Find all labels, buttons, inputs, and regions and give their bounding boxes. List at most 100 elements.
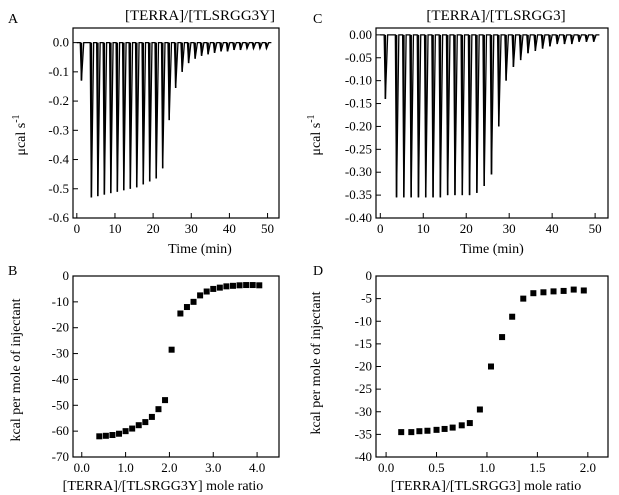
panel-A-ytick-label: -0.4 <box>48 152 69 167</box>
panel-B-ytick-label: -50 <box>52 397 69 412</box>
panel-D-data-point <box>458 422 465 429</box>
panel-B-data-point <box>190 298 197 305</box>
panel-B-ytick-label: -20 <box>52 320 69 335</box>
panel-B-data-point <box>155 406 162 413</box>
panel-B-data-point <box>135 422 142 429</box>
panel-B-data-point <box>243 282 250 289</box>
panel-D-xtick-label: 0.0 <box>378 460 394 475</box>
panel-B-ytick-label: -40 <box>52 371 69 386</box>
panel-C-ytick-label: -0.10 <box>345 73 372 88</box>
panel-C-ytick-label: -0.25 <box>345 141 372 156</box>
panel-d-xlabel: [TERRA]/[TLSRGG3] mole ratio <box>391 479 582 494</box>
panel-B-ytick-label: 0 <box>63 268 70 283</box>
panel-B-data-point <box>109 432 116 439</box>
panel-D-ytick-label: -25 <box>355 381 372 396</box>
panel-D-data-point <box>560 287 567 294</box>
panel-letter-d: D <box>313 264 323 279</box>
panel-D-data-point <box>433 426 440 433</box>
panel-C-ytick-label: -0.40 <box>345 210 372 225</box>
panel-D-data-point <box>570 286 577 293</box>
panel-B-data-point <box>183 304 190 311</box>
panel-D-data-point <box>408 429 415 436</box>
panel-A-ytick-label: -0.3 <box>48 122 69 137</box>
panel-B-xtick-label: 2.0 <box>161 460 177 475</box>
panel-letter-b: B <box>8 264 17 279</box>
panel-D-data-point <box>424 427 431 434</box>
panel-D-xtick-label: 1.0 <box>479 460 495 475</box>
panel-D-ytick-label: -15 <box>355 336 372 351</box>
panel-B-data-point <box>116 430 123 437</box>
panel-B-data-point <box>168 346 175 353</box>
panel-C-ytick-label: -0.05 <box>345 50 372 65</box>
panel-D-data-point <box>441 425 448 432</box>
panel-B-data-point <box>162 397 169 404</box>
panel-D-data-point <box>466 420 473 427</box>
panel-b: B kcal per mole of injectant [TERRA]/[TL… <box>8 264 280 494</box>
panel-B-data-point <box>256 282 263 289</box>
panel-letter-c: C <box>313 12 322 27</box>
panel-A-ytick-label: -0.6 <box>48 210 69 225</box>
panel-A-ytick-label: 0.0 <box>53 35 69 50</box>
panel-A-trace <box>76 41 272 198</box>
panel-A-ytick-label: -0.1 <box>48 64 69 79</box>
panel-B-ytick-label: -10 <box>52 294 69 309</box>
panel-A-xtick-label: 0 <box>74 221 81 236</box>
panel-B-data-point <box>177 310 184 317</box>
panel-D-ytick-label: 0 <box>366 268 373 283</box>
panel-B-xtick-label: 4.0 <box>249 460 265 475</box>
panel-d: D kcal per mole of injectant [TERRA]/[TL… <box>309 264 609 494</box>
panel-A-ytick-label: -0.5 <box>48 181 69 196</box>
panel-C-xtick-label: 20 <box>460 221 473 236</box>
panel-B-data-point <box>96 433 103 440</box>
panel-B-data-point <box>229 282 236 289</box>
panel-B-xtick-label: 3.0 <box>205 460 221 475</box>
panel-D-ytick-label: -30 <box>355 404 372 419</box>
panel-D-ytick-label: -5 <box>361 291 372 306</box>
panel-D-xtick-label: 2.0 <box>580 460 596 475</box>
panel-letter-a: A <box>8 12 19 27</box>
panel-C-xtick-label: 30 <box>503 221 516 236</box>
panel-D-ytick-label: -40 <box>355 449 372 464</box>
panel-A-xtick-label: 10 <box>108 221 121 236</box>
panel-C-ytick-label: -0.20 <box>345 118 372 133</box>
panel-b-xlabel: [TERRA]/[TLSRGG3Y] mole ratio <box>63 479 264 494</box>
panel-D-ytick-label: -20 <box>355 359 372 374</box>
panel-A-xtick-label: 50 <box>261 221 274 236</box>
panel-C-ytick-label: 0.00 <box>349 27 372 42</box>
panel-D-xtick-label: 1.5 <box>529 460 545 475</box>
panel-D-data-point <box>580 287 587 294</box>
panel-C-xtick-label: 10 <box>417 221 430 236</box>
panel-D-data-point <box>540 289 547 296</box>
panel-B-data-point <box>122 428 129 435</box>
panel-D-data-point <box>499 334 506 341</box>
panel-A-frame <box>72 27 280 219</box>
panel-D-data-point <box>449 424 456 431</box>
panel-a-xlabel: Time (min) <box>168 242 232 257</box>
panel-d-ylabel: kcal per mole of injectant <box>309 291 324 434</box>
panel-A-ytick-label: -0.2 <box>48 93 69 108</box>
panel-B-data-point <box>236 282 243 289</box>
panel-B-frame <box>72 275 280 458</box>
panel-B-data-point <box>197 292 204 299</box>
panel-c: C [TERRA]/[TLSRGG3] μcal s-1 Time (min) … <box>306 8 609 257</box>
panel-D-data-point <box>509 313 516 320</box>
panel-B-data-point <box>223 283 230 290</box>
panel-D-data-point <box>416 428 423 435</box>
panel-C-xtick-label: 40 <box>546 221 559 236</box>
panel-B-data-point <box>216 284 223 291</box>
panel-D-xtick-label: 0.5 <box>428 460 444 475</box>
panel-B-data-point <box>142 419 149 426</box>
panel-C-trace <box>380 34 600 198</box>
panel-B-ytick-label: -70 <box>52 449 69 464</box>
panel-B-xtick-label: 0.0 <box>74 460 90 475</box>
panel-D-data-point <box>487 363 494 370</box>
panel-A-xtick-label: 30 <box>185 221 198 236</box>
panel-D-ytick-label: -35 <box>355 426 372 441</box>
panel-D-ytick-label: -10 <box>355 313 372 328</box>
panel-C-ytick-label: -0.30 <box>345 164 372 179</box>
panel-D-data-point <box>520 295 527 302</box>
panel-B-data-point <box>148 413 155 420</box>
panel-B-data-point <box>129 425 136 432</box>
panel-C-ytick-label: -0.15 <box>345 96 372 111</box>
